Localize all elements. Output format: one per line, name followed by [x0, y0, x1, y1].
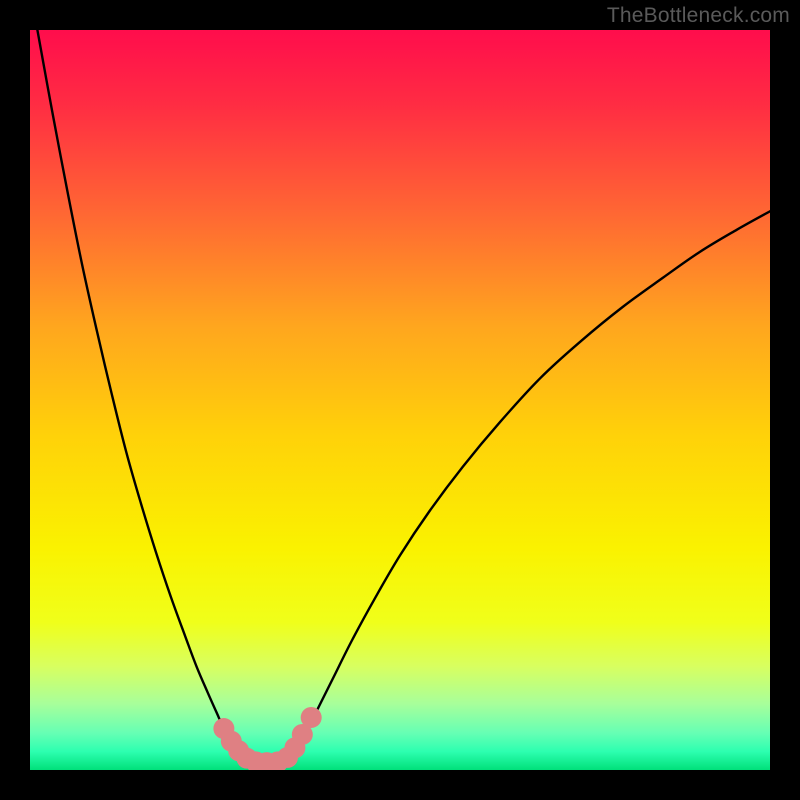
watermark-text: TheBottleneck.com — [607, 4, 790, 28]
data-point-markers — [30, 30, 770, 770]
plot-area — [30, 30, 770, 770]
data-point — [301, 707, 322, 728]
chart-frame: TheBottleneck.com — [0, 0, 800, 800]
